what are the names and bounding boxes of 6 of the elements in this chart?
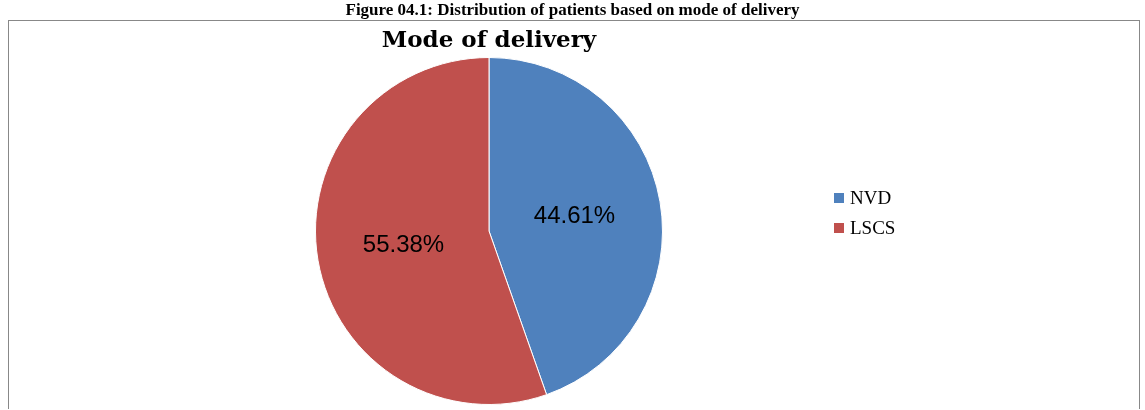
legend-label: LSCS	[850, 217, 896, 239]
data-label: 55.38%	[362, 230, 445, 258]
chart-subtitle: Mode of delivery	[380, 25, 598, 52]
data-label: 44.61%	[533, 201, 616, 229]
chart-title: Figure 04.1: Distribution of patients based on mode of delivery	[344, 0, 801, 20]
legend-label: NVD	[850, 187, 892, 209]
